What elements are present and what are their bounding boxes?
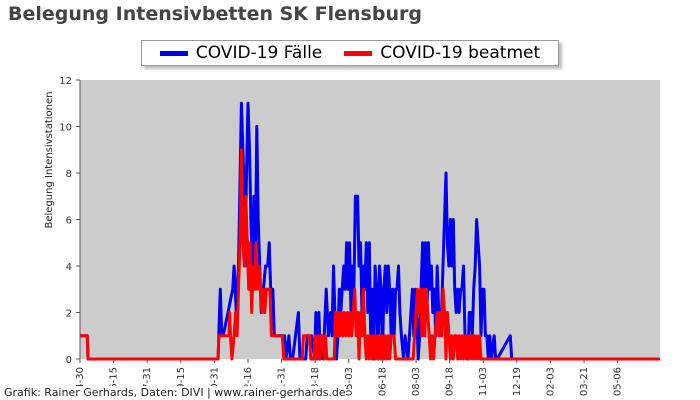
y-tick-label: 6: [66, 216, 72, 227]
chart-credit: Grafik: Rainer Gerhards, Daten: DIVI | w…: [4, 386, 346, 399]
x-tick-label: 05-03: [344, 367, 355, 396]
x-tick-label: 10-31: [209, 367, 220, 396]
x-tick-label: 12-19: [512, 367, 523, 396]
y-tick-label: 2: [66, 309, 72, 320]
series-line-faelle: [80, 101, 660, 361]
legend-label-beatmet: COVID-19 beatmet: [380, 43, 541, 63]
y-tick-label: 8: [66, 169, 72, 180]
x-tick-label: 09-15: [176, 367, 187, 396]
x-tick-label: 12-16: [243, 367, 254, 396]
series-line-beatmet: [80, 148, 660, 361]
x-tick-label: 03-18: [310, 367, 321, 396]
y-tick-label: 4: [66, 262, 72, 273]
legend-label-faelle: COVID-19 Fälle: [195, 43, 323, 63]
x-tick-label: 06-15: [109, 367, 120, 396]
x-tick-label: 02-03: [545, 367, 556, 396]
x-tick-label: 11-03: [478, 367, 489, 396]
y-axis-label: Belegung Intensivstationen: [44, 91, 55, 228]
y-tick-label: 0: [66, 355, 72, 366]
legend-item-faelle: COVID-19 Fälle: [159, 43, 323, 63]
x-tick-label: 06-18: [377, 367, 388, 396]
axis-layer: 0 2 4 6 8 10 12 04-30 06-15 07-31 09-15 10-31 12-16 0…: [59, 76, 623, 396]
y-tick-label: 12: [59, 76, 72, 87]
x-tick-label: 09-18: [445, 367, 456, 396]
chart-title: Belegung Intensivbetten SK Flensburg: [8, 3, 422, 25]
x-tick-label: 05-06: [613, 367, 624, 396]
x-tick-label: 07-31: [142, 367, 153, 396]
y-tick-label: 10: [59, 123, 72, 134]
legend-swatch-faelle: [159, 50, 188, 56]
x-tick-label: 08-03: [411, 367, 422, 396]
x-tick-label: 04-30: [75, 367, 86, 396]
legend-item-beatmet: COVID-19 beatmet: [344, 43, 540, 63]
series-layer: [80, 101, 660, 361]
x-tick-label: 01-31: [277, 367, 288, 396]
x-tick-label: 03-21: [579, 367, 590, 396]
chart-legend: COVID-19 Fälle COVID-19 beatmet: [141, 40, 559, 66]
legend-swatch-beatmet: [344, 50, 373, 56]
